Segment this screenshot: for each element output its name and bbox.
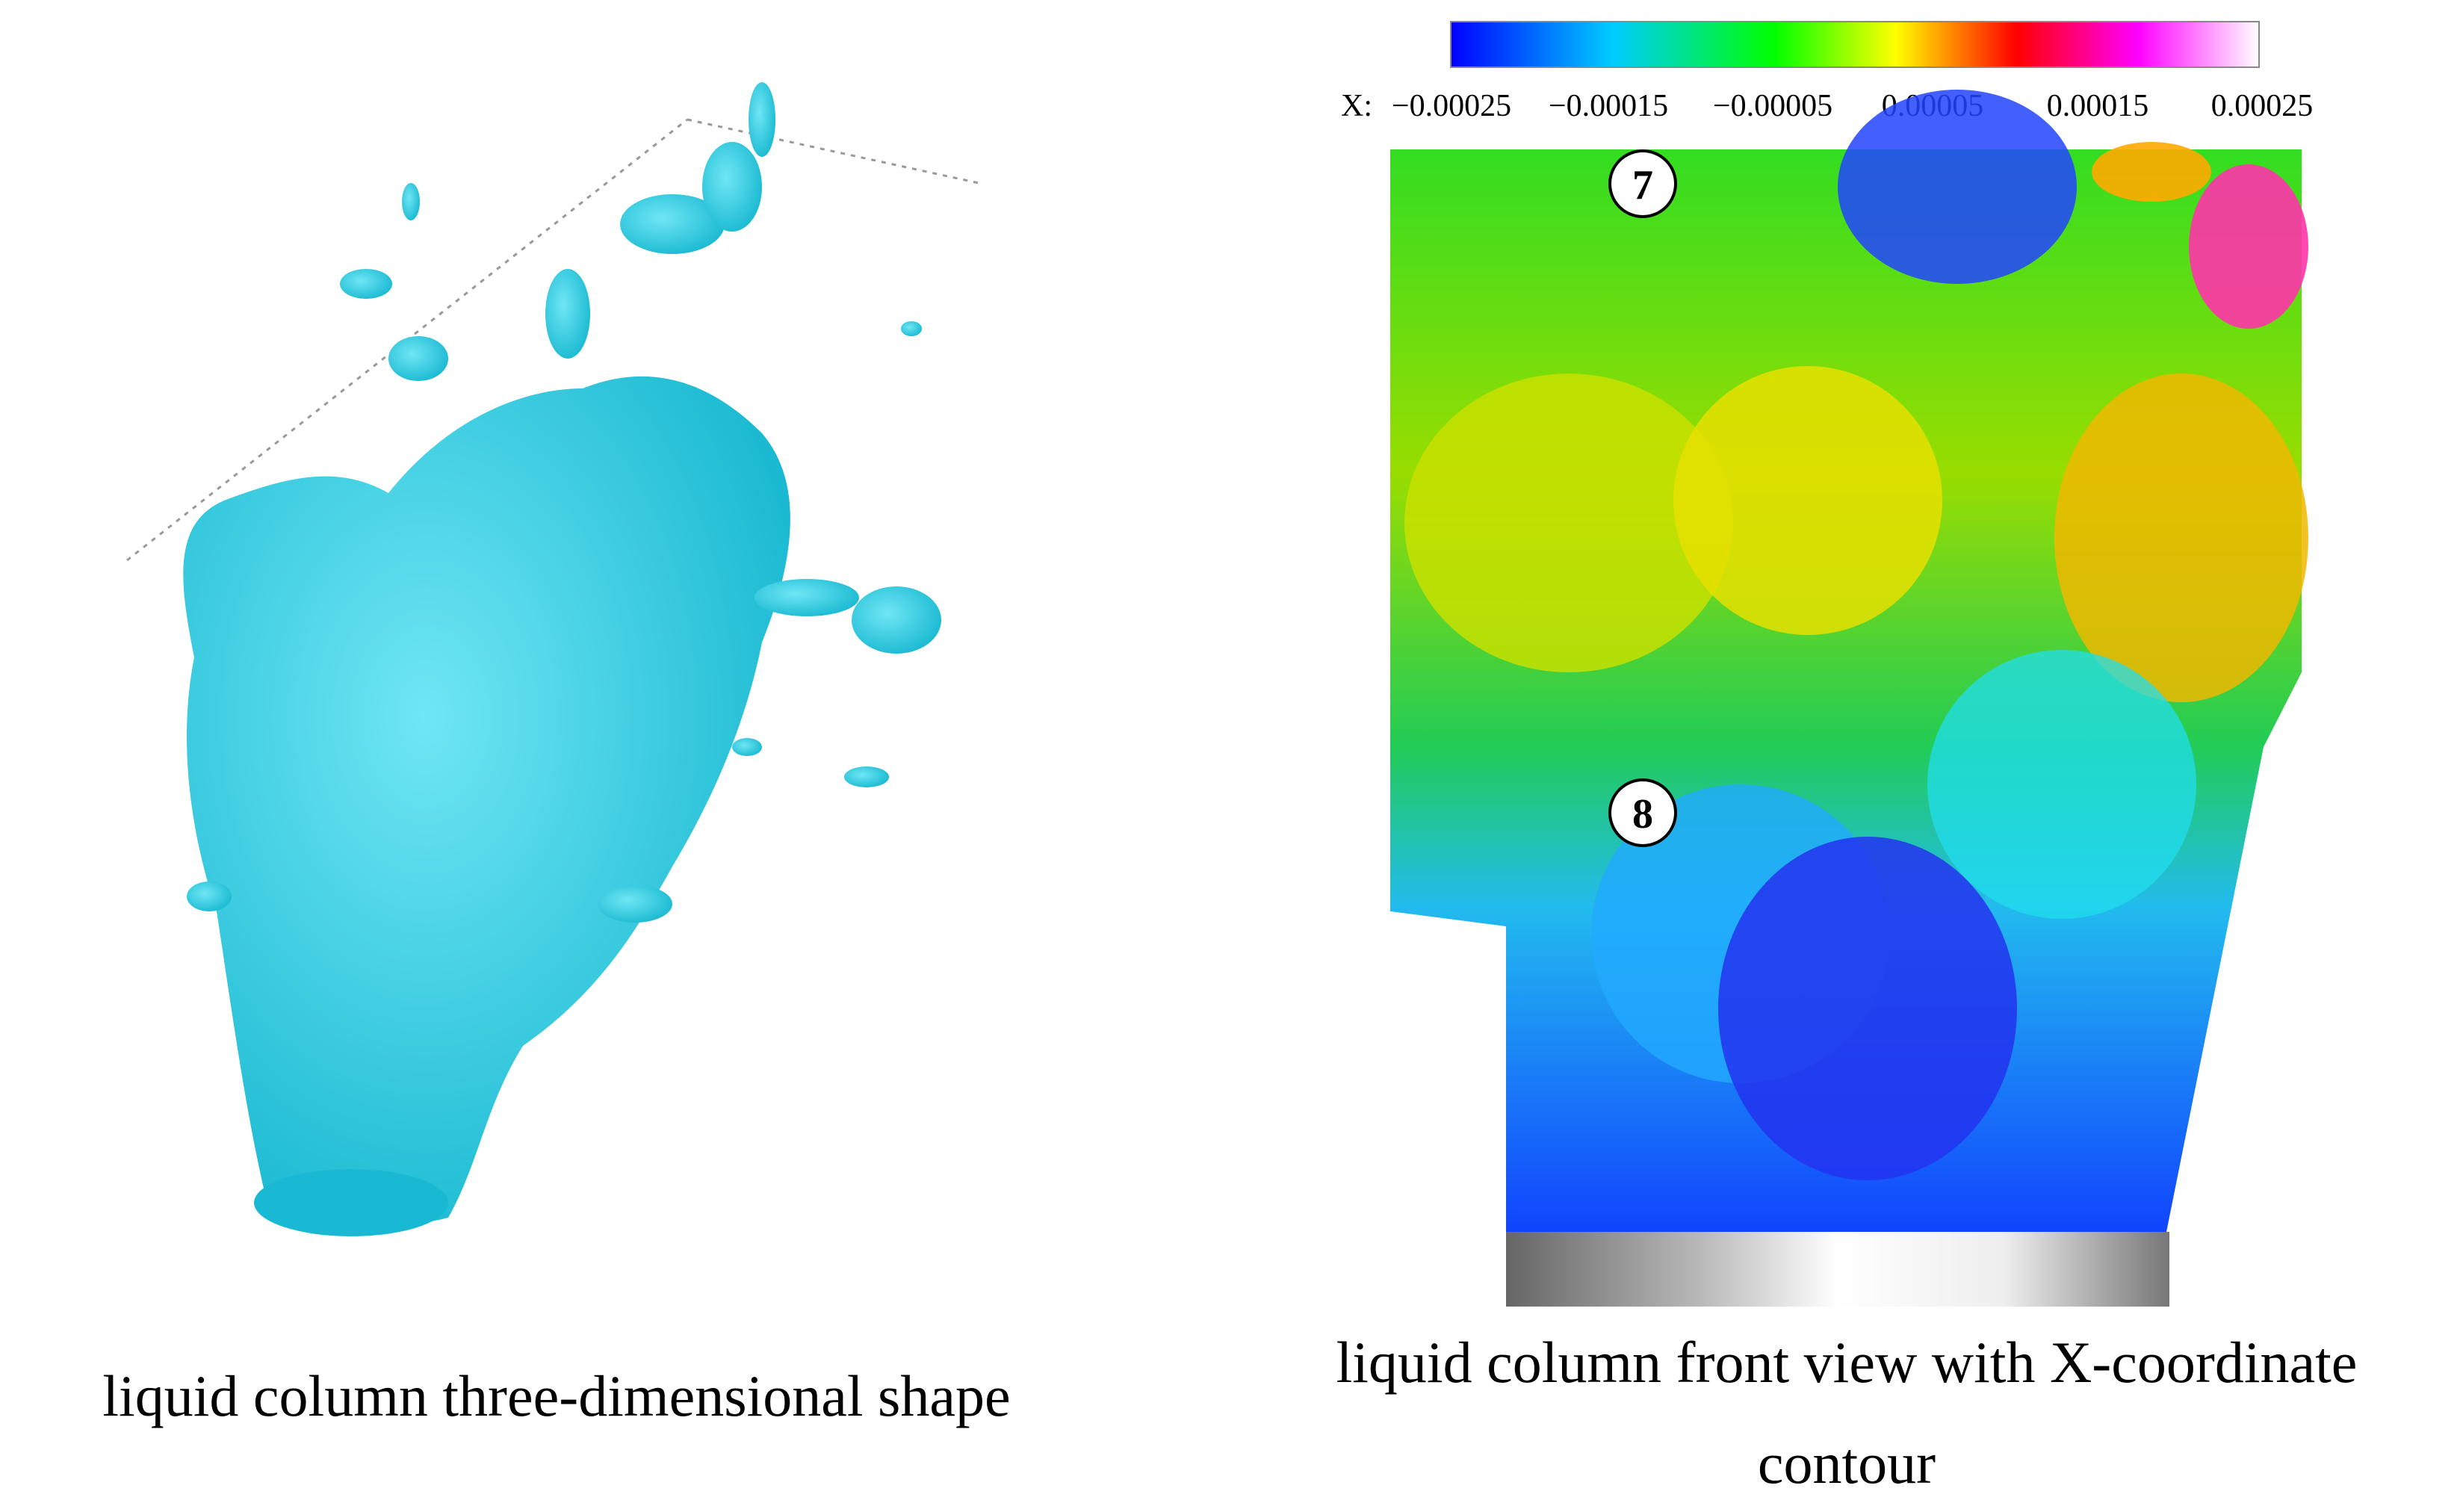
colorbar-label: 0.00025 — [2211, 89, 2314, 123]
colorbar-label: −0.00005 — [1713, 89, 1832, 123]
colorbar-label: −0.00015 — [1549, 89, 1668, 123]
marker-label: 7 — [1632, 162, 1653, 208]
colorbar — [1450, 21, 2260, 68]
colorbar-label: 0.00015 — [2047, 89, 2149, 123]
contour-surface — [1390, 90, 2308, 1232]
colorbar-variable: X: — [1341, 89, 1372, 123]
liquid-column — [183, 82, 941, 1236]
caption: contour — [1758, 1431, 1936, 1496]
caption: liquid column front view with X-coordina… — [1336, 1330, 2358, 1395]
left-panel: liquid column three-dimensional shape — [102, 82, 1011, 1428]
nozzle-base — [1506, 1232, 2169, 1307]
right-panel: X: −0.00025 −0.00015 −0.00005 0.00005 0.… — [1336, 21, 2358, 1496]
colorbar-label: −0.00025 — [1392, 89, 1511, 123]
marker-circle — [1608, 149, 1677, 218]
marker-circle — [1608, 778, 1677, 847]
marker-label: 8 — [1632, 791, 1653, 837]
caption: liquid column three-dimensional shape — [102, 1363, 1010, 1428]
bounding-edge — [687, 118, 979, 185]
